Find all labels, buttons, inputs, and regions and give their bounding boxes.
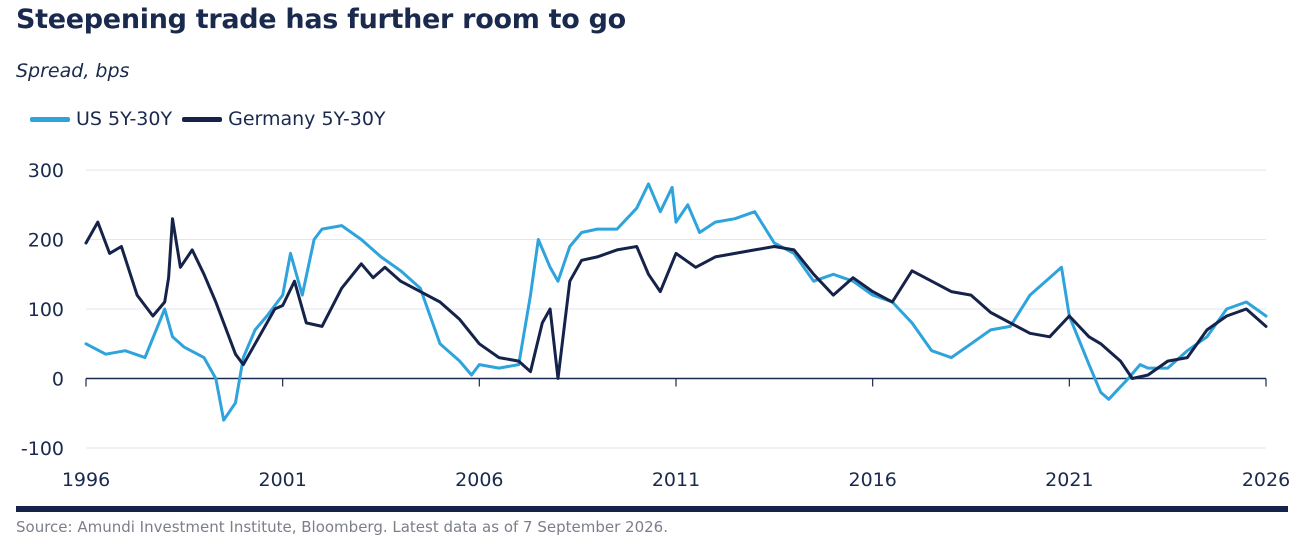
x-tick-label-2001: 2001 [258,469,306,491]
legend-label-germany: Germany 5Y-30Y [228,108,386,130]
source-note: Source: Amundi Investment Institute, Blo… [16,518,668,536]
legend: US 5Y-30Y Germany 5Y-30Y [30,108,396,130]
series-line-us [84,182,1268,422]
y-tick-label-100: 100 [28,299,64,321]
legend-item-us: US 5Y-30Y [30,108,172,130]
legend-swatch-germany [182,116,223,122]
x-tick-label-2026: 2026 [1242,469,1290,491]
x-tick-label-1996: 1996 [62,469,110,491]
x-tick-label-2021: 2021 [1045,469,1093,491]
y-tick-label-0: 0 [52,369,64,391]
series-line-germany [84,217,1268,380]
x-tick-label-2006: 2006 [455,469,503,491]
line-chart: -100 0 100 200 300 1996 2001 2006 2011 2016 2021 20… [21,160,1290,491]
y-tick-label-300: 300 [28,160,64,182]
chart-title: Steepening trade has further room to go [16,4,626,35]
y-tick-label--100: -100 [21,438,64,460]
chart-subtitle: Spread, bps [16,60,130,82]
legend-item-germany: Germany 5Y-30Y [182,108,386,130]
x-tick-label-2011: 2011 [652,469,700,491]
legend-label-us: US 5Y-30Y [76,108,173,130]
y-tick-label-200: 200 [28,230,64,252]
footer-rule [16,506,1288,512]
legend-swatch-us [30,116,70,122]
x-tick-label-2016: 2016 [848,469,896,491]
